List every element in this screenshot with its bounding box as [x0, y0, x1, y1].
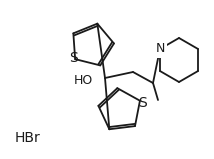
Text: HO: HO — [73, 75, 93, 87]
Text: S: S — [138, 96, 147, 110]
Text: S: S — [69, 51, 77, 65]
Text: HBr: HBr — [15, 131, 41, 145]
Text: N: N — [155, 42, 165, 55]
